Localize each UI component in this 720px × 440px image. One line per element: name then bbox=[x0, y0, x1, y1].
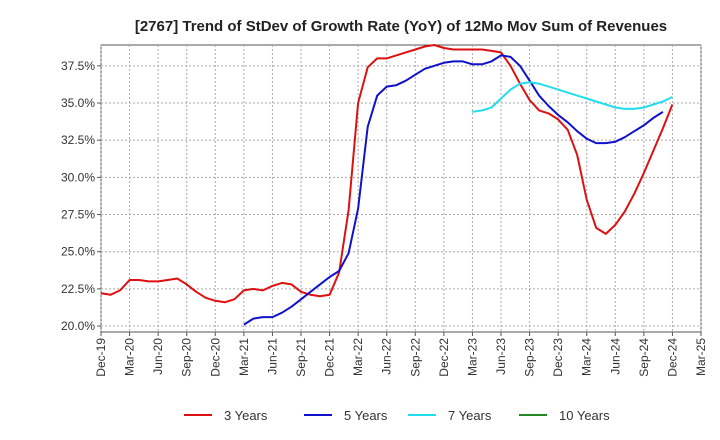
x-tick-label: Dec-23 bbox=[551, 338, 565, 377]
legend-label: 5 Years bbox=[344, 408, 388, 423]
series-line-5-years bbox=[243, 54, 664, 326]
y-tick-label: 25.0% bbox=[61, 245, 95, 259]
x-tick-label: Mar-23 bbox=[465, 338, 479, 376]
series-lines bbox=[100, 44, 674, 326]
y-axis-ticks: 20.0% 22.5% 25.0% 27.5% 30.0% 32.5% 35.0% 37.5% bbox=[61, 59, 101, 333]
x-tick-label: Dec-19 bbox=[94, 338, 108, 377]
x-tick-label: Sep-23 bbox=[523, 338, 537, 377]
x-tick-label: Jun-21 bbox=[265, 338, 279, 375]
legend-label: 10 Years bbox=[559, 408, 610, 423]
x-tick-label: Dec-24 bbox=[665, 338, 679, 377]
plot-area bbox=[100, 44, 702, 333]
x-tick-label: Jun-23 bbox=[494, 338, 508, 375]
x-tick-label: Dec-22 bbox=[437, 338, 451, 377]
x-tick-label: Sep-21 bbox=[294, 338, 308, 377]
x-tick-label: Mar-20 bbox=[123, 338, 137, 376]
y-tick-label: 37.5% bbox=[61, 59, 95, 73]
y-tick-label: 27.5% bbox=[61, 208, 95, 222]
y-tick-label: 32.5% bbox=[61, 133, 95, 147]
x-axis-ticks: Dec-19 Mar-20 Jun-20 Sep-20 Dec-20 Mar-21 Jun-… bbox=[94, 332, 708, 377]
legend-label: 7 Years bbox=[448, 408, 492, 423]
x-tick-label: Jun-24 bbox=[608, 338, 622, 375]
series-line-7-years bbox=[472, 81, 673, 113]
x-tick-label: Jun-22 bbox=[380, 338, 394, 375]
x-tick-label: Mar-22 bbox=[351, 338, 365, 376]
y-tick-label: 35.0% bbox=[61, 96, 95, 110]
x-tick-label: Mar-21 bbox=[237, 338, 251, 376]
x-tick-label: Sep-20 bbox=[180, 338, 194, 377]
x-tick-label: Sep-24 bbox=[637, 338, 651, 377]
series-line-3-years bbox=[100, 44, 674, 304]
legend: 3 Years 5 Years 7 Years 10 Years bbox=[184, 408, 610, 423]
x-tick-label: Mar-25 bbox=[694, 338, 708, 376]
legend-label: 3 Years bbox=[224, 408, 268, 423]
x-tick-label: Dec-20 bbox=[208, 338, 222, 377]
chart-title: [2767] Trend of StDev of Growth Rate (Yo… bbox=[135, 18, 667, 35]
x-tick-label: Mar-24 bbox=[580, 338, 594, 376]
y-tick-label: 20.0% bbox=[61, 319, 95, 333]
x-tick-label: Dec-21 bbox=[323, 338, 337, 377]
y-tick-label: 30.0% bbox=[61, 170, 95, 184]
x-tick-label: Jun-20 bbox=[151, 338, 165, 375]
y-tick-label: 22.5% bbox=[61, 282, 95, 296]
x-tick-label: Sep-22 bbox=[408, 338, 422, 377]
